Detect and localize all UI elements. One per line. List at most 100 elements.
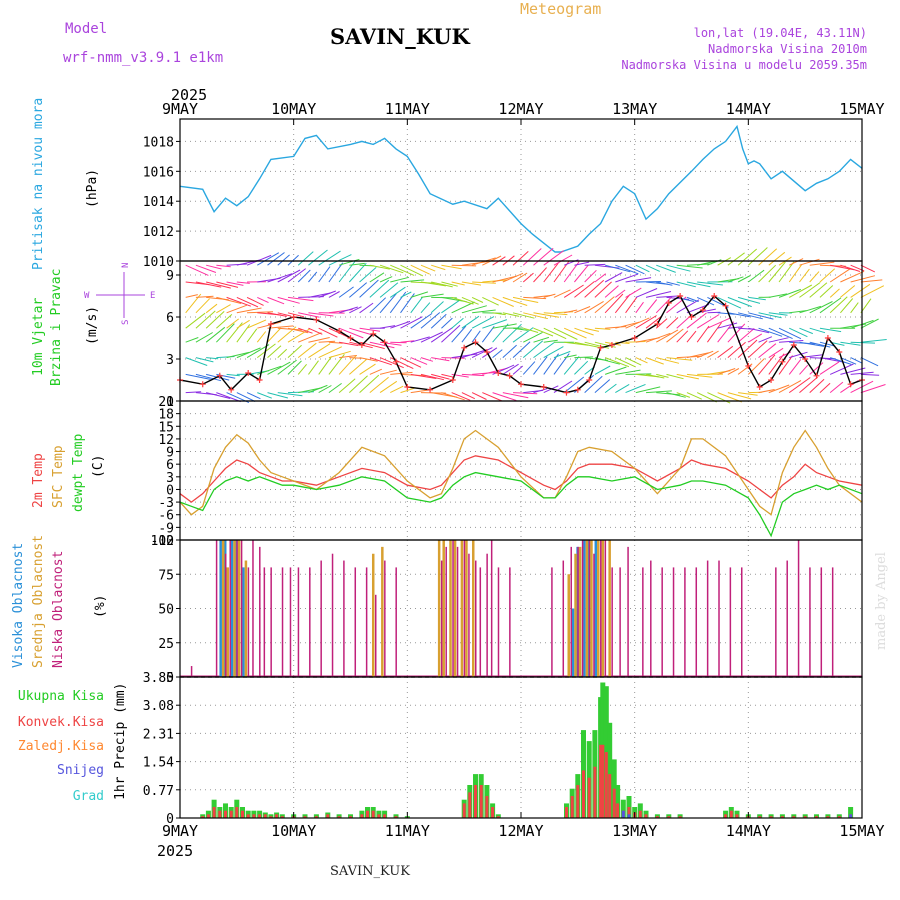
wind-vector [328,291,340,298]
precip-conv-bar [599,744,603,818]
wind-vector [410,296,423,314]
precip-total-bar [791,814,797,818]
wind-vector [461,328,473,343]
wind-vector [727,252,745,266]
wind-vector [830,357,852,365]
y-tick-label-temp: 0 [166,483,174,498]
wind-vector [216,314,233,329]
wind-vector [666,328,684,343]
wind-vector [236,347,261,359]
wind-vector [328,254,352,266]
y-tick-label-precip: 3.85 [143,671,174,686]
wind-speed-line [179,294,863,394]
wind-vector [451,296,474,305]
wind-vector [758,354,776,375]
wind-vector [829,268,851,283]
wind-vector [236,319,250,329]
wind-vector [563,376,585,393]
wind-vector [574,341,600,348]
y-tick-label-temp: 18 [158,408,174,423]
wind-vector [717,368,736,375]
wind-vector [686,373,713,378]
wind-vector [748,333,763,343]
wind-vector [768,347,784,359]
wind-vector [522,361,536,375]
wind-vector [328,350,351,359]
wind-vector [666,317,679,329]
precip-conv-bar [655,816,659,818]
wind-vector [553,254,573,266]
wind-vector [502,272,524,283]
wind-vector [349,282,368,298]
wind-vector [226,296,251,307]
wind-vector [461,315,480,329]
wind-vector [615,273,639,283]
wind-gust-marker [461,344,468,351]
model-label: Model [65,21,107,37]
wind-vector [287,360,302,375]
precip-conv-bar [570,796,574,818]
wind-vector [206,357,219,360]
wind-vector [195,357,214,363]
wind-vector [748,269,765,283]
precip-conv-bar [582,770,585,818]
wind-vector [308,249,328,266]
cloud-low-label: Niska Oblacnost [51,551,66,668]
wind-vector [246,319,267,329]
wind-vector [328,341,343,344]
wind-vector [502,363,519,375]
wind-vector [758,312,782,319]
wind-vector [840,298,854,314]
wind-vector [768,261,786,283]
wind-vector [789,351,808,359]
y-tick-label-precip: 3.08 [143,699,174,714]
wind-vector [287,296,314,302]
wind-vector [277,348,288,358]
wind-vector [216,392,241,403]
wind-vector [369,357,392,366]
wind-vector [420,302,431,314]
wind-vector [441,264,462,270]
wind-unit: (m/s) [85,306,100,345]
wind-vector [338,327,364,339]
wind-vector [420,264,436,272]
precip-conv-bar [314,816,318,818]
temp-dew-line [179,471,863,538]
wind-vector [205,326,226,343]
y-tick-label-temp: 6 [166,458,174,473]
wind-vector [420,373,445,381]
wind-vector [400,264,424,277]
precip-conv-bar [479,785,483,818]
precip-conv-bar [303,816,307,818]
wind-vector [185,337,199,343]
wind-vector [727,296,752,308]
wind-vector [410,336,430,343]
wind-vector [287,268,307,283]
wind-vector [727,392,752,400]
wind-vector [206,281,231,289]
precip-conv-bar [383,814,387,818]
wind-vector [482,296,499,306]
wind-vector [686,330,697,343]
precip-conv-bar [496,816,500,818]
wind-vector [369,279,390,298]
precip-conv-bar [826,816,830,818]
wind-vector [430,313,447,329]
wind-vector [287,254,299,266]
wind-vector [216,296,242,304]
precip-conv-bar [229,810,233,818]
wind-vector [737,248,758,266]
wind-vector [441,373,455,378]
wind-vector [655,318,668,329]
wind-vector [369,272,385,283]
wind-vector [656,281,673,286]
wind-gust-marker [608,342,615,348]
wind-vector [277,254,290,266]
wind-vector [492,275,518,283]
wind-vector [502,323,522,343]
wind-vector [522,272,534,283]
wind-vector [277,269,301,283]
wind-vector [625,317,650,329]
wind-vector [604,272,623,283]
wind-vector [788,359,801,375]
